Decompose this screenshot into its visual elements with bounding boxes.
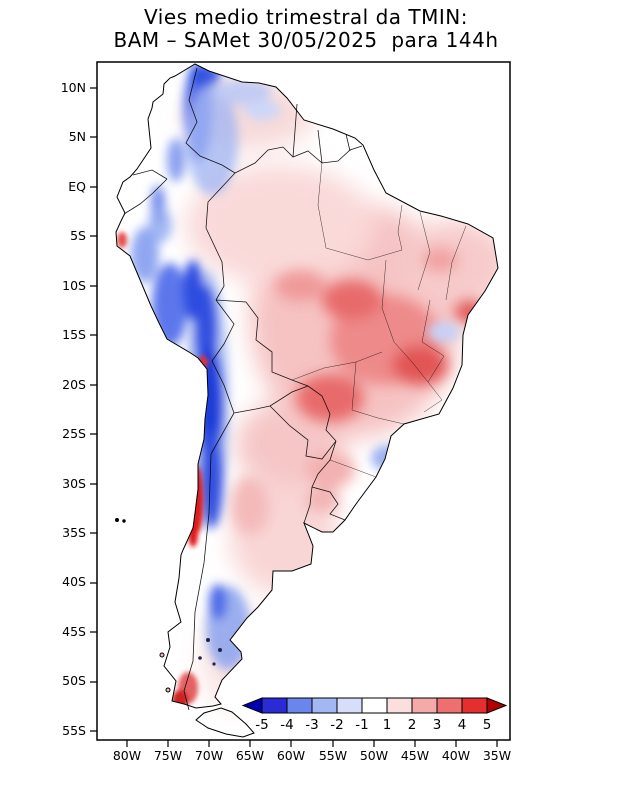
colorbar-tick-label: 5 xyxy=(483,717,492,733)
lon-tick-label: 55W xyxy=(319,748,347,763)
lat-tick-label: 15S xyxy=(62,327,86,342)
lat-tick-label: 20S xyxy=(62,377,86,392)
lat-tick-label: EQ xyxy=(68,179,86,194)
lon-axis-ticks xyxy=(126,740,498,747)
colorbar-segment xyxy=(361,697,388,714)
lat-tick-label: 45S xyxy=(62,624,86,639)
lat-tick-label: 5N xyxy=(69,129,86,144)
lon-tick-label: 35W xyxy=(483,748,511,763)
colorbar-segment xyxy=(411,697,438,714)
lat-axis: 10N 5N EQ 5S 10S 15S 20S 25S 30S 35S 40S… xyxy=(61,80,86,738)
lon-tick-label: 50W xyxy=(360,748,388,763)
colorbar-tick-label: 4 xyxy=(458,717,467,733)
lon-axis: 80W 75W 70W 65W 60W 55W 50W 45W 40W 35W xyxy=(113,748,511,763)
colorbar: -5 -4 -3 -2 -1 1 2 3 4 5 xyxy=(241,697,508,733)
colorbar-segment xyxy=(436,697,463,714)
lat-tick-label: 35S xyxy=(62,525,86,540)
colorbar-tick-label: -1 xyxy=(355,717,368,733)
lat-tick-label: 10S xyxy=(62,278,86,293)
colorbar-tick-label: 3 xyxy=(433,717,442,733)
colorbar-segment xyxy=(461,697,488,714)
lat-tick-label: 10N xyxy=(61,80,86,95)
colorbar-right-arrow xyxy=(486,697,508,714)
country-borders xyxy=(123,67,363,711)
colorbar-segment xyxy=(261,697,288,714)
lon-tick-label: 60W xyxy=(277,748,305,763)
colorbar-tick-label: 1 xyxy=(383,717,392,733)
colorbar-tick-label: -3 xyxy=(305,717,318,733)
lat-tick-label: 55S xyxy=(62,723,86,738)
lon-tick-label: 70W xyxy=(195,748,223,763)
lat-tick-label: 5S xyxy=(70,228,86,243)
colorbar-segment xyxy=(311,697,338,714)
lon-tick-label: 40W xyxy=(442,748,470,763)
figure-title-line2: BAM – SAMet 30/05/2025 para 144h xyxy=(113,28,498,52)
lat-axis-ticks xyxy=(90,87,97,732)
coastline xyxy=(115,63,499,738)
colorbar-left-arrow xyxy=(241,697,263,714)
colorbar-tick-label: 2 xyxy=(408,717,417,733)
plot-frame xyxy=(90,61,511,747)
colorbar-segment xyxy=(286,697,313,714)
colorbar-tick-label: -5 xyxy=(255,717,268,733)
figure-title-line1: Vies medio trimestral da TMIN: xyxy=(144,5,468,29)
lon-tick-label: 80W xyxy=(113,748,141,763)
lat-tick-label: 30S xyxy=(62,476,86,491)
colorbar-tick-label: -4 xyxy=(280,717,293,733)
colorbar-segment xyxy=(336,697,363,714)
lat-tick-label: 40S xyxy=(62,574,86,589)
state-borders xyxy=(291,161,467,478)
colorbar-segment xyxy=(386,697,413,714)
colorbar-tick-label: -2 xyxy=(330,717,343,733)
lat-tick-label: 50S xyxy=(62,673,86,688)
lat-tick-label: 25S xyxy=(62,426,86,441)
lon-tick-label: 45W xyxy=(401,748,429,763)
lon-tick-label: 75W xyxy=(154,748,182,763)
lon-tick-label: 65W xyxy=(236,748,264,763)
